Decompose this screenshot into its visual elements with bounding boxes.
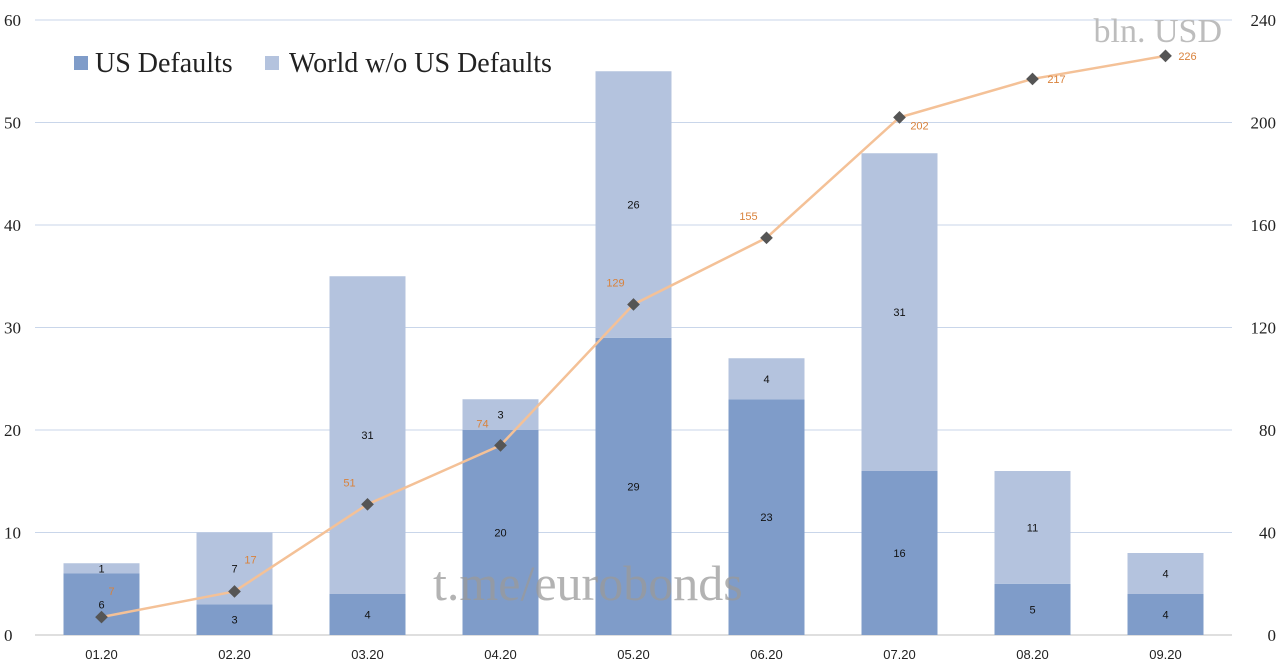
y-tick-right: 40 — [1259, 524, 1276, 543]
bar-label-us: 6 — [98, 599, 104, 611]
x-tick-label: 06.20 — [750, 647, 783, 662]
y-tick-left: 20 — [4, 421, 21, 440]
bar-label-us: 16 — [893, 548, 905, 560]
bar-us-defaults — [196, 604, 273, 635]
bar-us-defaults — [1127, 594, 1204, 635]
watermark: t.me/eurobonds — [433, 555, 743, 611]
legend-swatch-us — [74, 56, 88, 70]
y-tick-left: 60 — [4, 11, 21, 30]
bar-world-defaults — [63, 563, 140, 574]
y-tick-right: 200 — [1251, 114, 1277, 133]
y-tick-right: 0 — [1268, 626, 1277, 645]
legend-label-us: US Defaults — [95, 48, 233, 79]
right-y-axis: 0 40 80 120 160 200 240 — [1251, 11, 1277, 645]
line-marker — [1026, 72, 1039, 86]
bar-label-us: 3 — [231, 615, 237, 627]
y-tick-right: 120 — [1251, 319, 1277, 338]
x-tick-label: 01.20 — [85, 647, 118, 662]
y-tick-right: 240 — [1251, 11, 1277, 30]
bar-us-defaults — [462, 430, 539, 635]
bars — [63, 71, 1204, 635]
bar-us-defaults — [861, 471, 938, 635]
x-tick-label: 08.20 — [1016, 647, 1049, 662]
y-tick-left: 10 — [4, 524, 21, 543]
y-tick-left: 40 — [4, 216, 21, 235]
y-tick-left: 50 — [4, 114, 21, 133]
bar-label-us: 20 — [494, 528, 506, 540]
y-tick-left: 0 — [4, 626, 13, 645]
line-marker — [361, 497, 374, 511]
bar-us-defaults — [63, 573, 140, 635]
bar-label-world: 1 — [98, 563, 104, 575]
bar-label-us: 5 — [1029, 604, 1035, 616]
bar-world-defaults — [994, 471, 1071, 584]
bar-label-world: 31 — [893, 307, 905, 319]
line-value-label: 51 — [343, 477, 355, 489]
bar-label-us: 23 — [760, 512, 772, 524]
bar-us-defaults — [728, 399, 805, 635]
legend: US Defaults World w/o US Defaults — [74, 48, 552, 79]
line-marker — [494, 439, 507, 452]
y-tick-right: 160 — [1251, 216, 1277, 235]
y-tick-right: 80 — [1259, 421, 1276, 440]
x-tick-label: 03.20 — [351, 647, 384, 662]
bar-label-world: 4 — [1162, 569, 1168, 581]
bar-label-us: 4 — [1162, 610, 1168, 622]
line-value-label: 17 — [244, 554, 256, 566]
bar-label-world: 7 — [231, 563, 237, 575]
x-tick-label: 02.20 — [218, 647, 251, 662]
left-y-axis: 0 10 20 30 40 50 60 — [4, 11, 21, 645]
line-value-label: 7 — [108, 586, 114, 598]
x-tick-label: 07.20 — [883, 647, 916, 662]
line-value-label: 74 — [476, 418, 488, 430]
bar-world-defaults — [329, 276, 406, 594]
unit-label: bln. USD — [1094, 13, 1222, 50]
bar-us-defaults — [595, 337, 672, 635]
bar-world-defaults — [1127, 553, 1204, 594]
line-marker — [1159, 49, 1172, 63]
bar-label-us: 4 — [364, 610, 370, 622]
bar-label-world: 31 — [361, 430, 373, 442]
line-value-label: 217 — [1047, 74, 1065, 86]
bar-label-world: 11 — [1027, 522, 1038, 534]
x-axis: 01.20 02.20 03.20 04.20 05.20 06.20 07.20 08.20… — [85, 647, 1182, 662]
line-value-label: 226 — [1178, 51, 1196, 63]
line-value-label: 155 — [739, 211, 757, 223]
line-value-label: 202 — [910, 120, 928, 132]
x-tick-label: 04.20 — [484, 647, 517, 662]
bar-label-world: 4 — [763, 374, 769, 386]
legend-label-world: World w/o US Defaults — [289, 48, 552, 79]
bar-world-defaults — [595, 71, 672, 338]
y-tick-left: 30 — [4, 319, 21, 338]
bar-world-defaults — [462, 399, 539, 430]
legend-swatch-world — [265, 56, 279, 70]
bar-us-defaults — [994, 583, 1071, 635]
bar-label-us: 29 — [627, 481, 639, 493]
bar-label-world: 3 — [497, 410, 503, 422]
x-tick-label: 09.20 — [1149, 647, 1182, 662]
bar-label-world: 26 — [627, 200, 639, 212]
bar-us-defaults — [329, 594, 406, 635]
x-tick-label: 05.20 — [617, 647, 650, 662]
bar-world-defaults — [861, 153, 938, 471]
line-value-label: 129 — [606, 277, 624, 289]
bar-world-defaults — [728, 358, 805, 400]
